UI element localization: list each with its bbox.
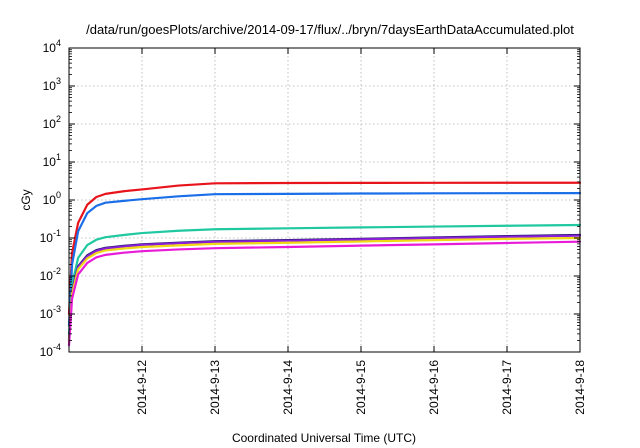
y-tick-label: 103: [43, 76, 61, 93]
x-tick-label: 2014-9-17: [500, 360, 514, 415]
y-tick-label: 101: [43, 152, 61, 169]
x-axis-label: Coordinated Universal Time (UTC): [232, 431, 416, 445]
x-tick-label: 2014-9-14: [281, 360, 295, 415]
series-line-2: [67, 191, 582, 327]
y-tick-label: 10-2: [40, 266, 61, 283]
chart-title: /data/run/goesPlots/archive/2014-09-17/f…: [86, 22, 574, 37]
x-tick-label: 2014-9-16: [427, 360, 441, 415]
y-tick-label: 10-1: [40, 228, 61, 245]
y-tick-label: 104: [43, 38, 61, 55]
series-line-3: [67, 223, 582, 335]
x-tick-label: 2014-9-18: [573, 360, 587, 415]
series-line-1: [67, 181, 582, 316]
y-tick-label: 102: [43, 114, 61, 131]
y-tick-label: 10-3: [40, 304, 61, 321]
y-tick-label: 100: [43, 190, 61, 207]
x-tick-label: 2014-9-13: [208, 360, 222, 415]
x-axis: 2014-9-12 2014-9-13 2014-9-14 2014-9-15 2014…: [135, 48, 587, 415]
x-tick-label: 2014-9-12: [135, 360, 149, 415]
x-tick-label: 2014-9-15: [354, 360, 368, 415]
y-tick-label: 10-4: [40, 342, 61, 359]
series-line-7: [67, 240, 582, 347]
y-axis-label: cGy: [19, 189, 33, 210]
grid: [69, 48, 580, 352]
series-line-6: [67, 236, 582, 344]
series-line-5: [67, 234, 582, 342]
y-axis: 10-4 10-3 10-2 10-1 100 101 102 103 104: [40, 38, 580, 359]
series-group: [67, 181, 582, 347]
